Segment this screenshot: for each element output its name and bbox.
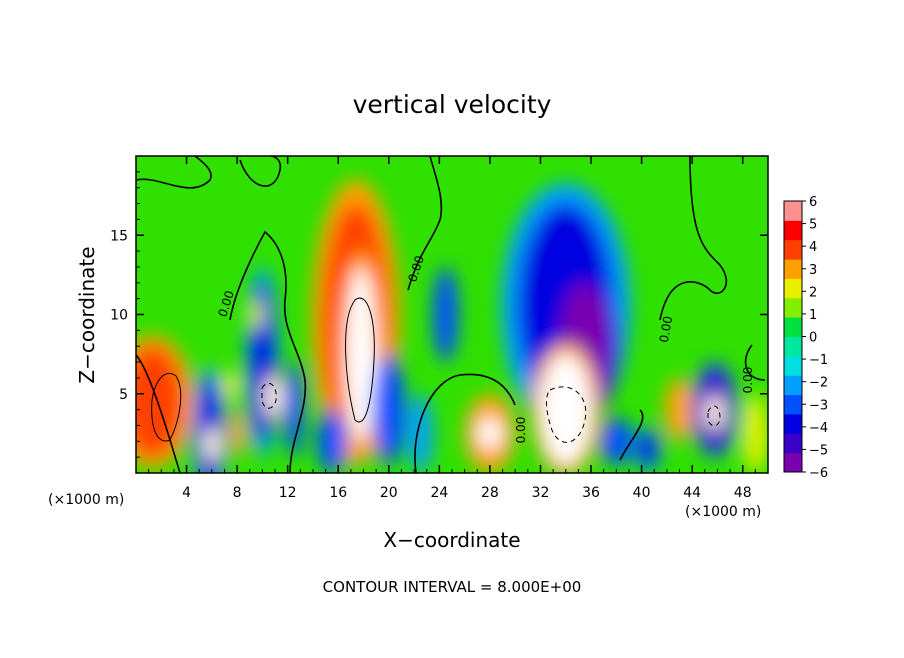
x-tick-label: 44 [683, 485, 701, 501]
colorbar-swatch [784, 278, 802, 299]
y-axis: 5 10 15 [110, 171, 768, 458]
contour-line [407, 156, 443, 291]
contour-line [136, 354, 181, 473]
field-cell [599, 417, 633, 466]
contour-line [345, 297, 375, 423]
field-cell [540, 354, 592, 466]
x-tick-label: 12 [279, 485, 297, 501]
colorbar-swatch [784, 452, 802, 473]
colorbar-tick-label: −4 [809, 421, 828, 436]
x-tick-label: 16 [329, 485, 347, 501]
colorbar-tick-label: −5 [809, 443, 828, 458]
field-cell [433, 266, 459, 363]
contour-line [414, 373, 516, 473]
field-cell [229, 409, 245, 458]
x-tick-label: 24 [430, 485, 448, 501]
x-tick-label: 4 [182, 485, 191, 501]
colorbar-swatch [784, 394, 802, 415]
y-tick-label: 15 [110, 228, 128, 244]
colorbar-swatch [784, 259, 802, 279]
colorbar-tick-label: −6 [809, 466, 828, 481]
x-tick-label: 28 [481, 485, 499, 501]
field-cell [136, 346, 183, 458]
field-cell [372, 354, 406, 466]
x-tick-label: 32 [532, 485, 550, 501]
x-axis-unit-label: (×1000 m) [48, 492, 124, 508]
field-cell [249, 298, 263, 331]
field-cell [407, 393, 434, 473]
colorbar-swatch [784, 220, 802, 241]
contour-line [229, 230, 307, 473]
x-tick-label: 8 [233, 485, 242, 501]
colorbar-tick-label: −2 [809, 376, 828, 391]
x-tick-label: 40 [633, 485, 651, 501]
colorbar-swatch [784, 297, 802, 318]
x-tick-label: 20 [380, 485, 398, 501]
colorbar-swatch [784, 355, 802, 376]
field-cell [316, 409, 348, 473]
colorbar-tick-label: −1 [809, 353, 828, 368]
contour-interval-note: CONTOUR INTERVAL = 8.000E+00 [323, 578, 582, 596]
contour-line [744, 344, 766, 381]
contour-line [659, 156, 727, 321]
field-cell [266, 377, 282, 416]
colorbar-tick-label: 4 [809, 240, 817, 255]
y-tick-label: 5 [119, 387, 128, 403]
contour-label: 0.00 [657, 315, 675, 344]
x-axis: 4 8 12 16 20 24 28 32 36 40 44 48 [148, 156, 756, 501]
x-axis-title: X−coordinate [383, 528, 520, 552]
contour-label: 0.00 [514, 417, 528, 444]
x-axis-unit-label-right: (×1000 m) [685, 504, 761, 520]
contour-line [546, 386, 587, 443]
chart-title: vertical velocity [353, 90, 552, 119]
colorbar-tick-label: 0 [809, 331, 817, 346]
contour-line [707, 405, 721, 427]
velocity-field [136, 179, 768, 473]
field-cell [223, 369, 239, 402]
field-cell [205, 428, 219, 461]
x-tick-label: 48 [734, 485, 752, 501]
zero-contour-lines [136, 156, 766, 473]
colorbar-tick-label: −3 [809, 398, 828, 413]
contour-line [619, 409, 644, 461]
contour-line [239, 156, 282, 187]
contour-line [136, 156, 212, 189]
y-tick-label: 10 [110, 308, 128, 324]
colorbar-swatch [784, 201, 802, 221]
colorbar-swatch [784, 413, 802, 434]
colorbar-swatch [784, 336, 802, 357]
y-axis-title: Z−coordinate [75, 246, 99, 383]
field-cell [707, 396, 723, 429]
field-cell [477, 417, 503, 450]
contour-line [151, 373, 182, 442]
colorbar-tick-label: 1 [809, 308, 817, 323]
field-cell [664, 377, 695, 442]
colorbar-tick-label: 3 [809, 263, 817, 278]
x-tick-label: 36 [582, 485, 600, 501]
contour-line [261, 382, 277, 409]
colorbar-tick-label: 6 [809, 195, 817, 210]
colorbar-swatch [784, 433, 802, 454]
colorbar-swatch [784, 375, 802, 396]
field-cell [742, 393, 768, 473]
colorbar: 6 5 4 3 2 1 0 −1 −2 −3 −4 −5 −6 [783, 195, 828, 481]
field-cell [283, 362, 305, 458]
colorbar-tick-label: 2 [809, 285, 817, 300]
field-cell [345, 266, 377, 442]
colorbar-tick-label: 5 [809, 218, 817, 233]
field-cell [637, 430, 659, 469]
contour-label: 0.00 [741, 367, 755, 394]
colorbar-swatch [784, 317, 802, 337]
colorbar-swatch [784, 239, 802, 260]
